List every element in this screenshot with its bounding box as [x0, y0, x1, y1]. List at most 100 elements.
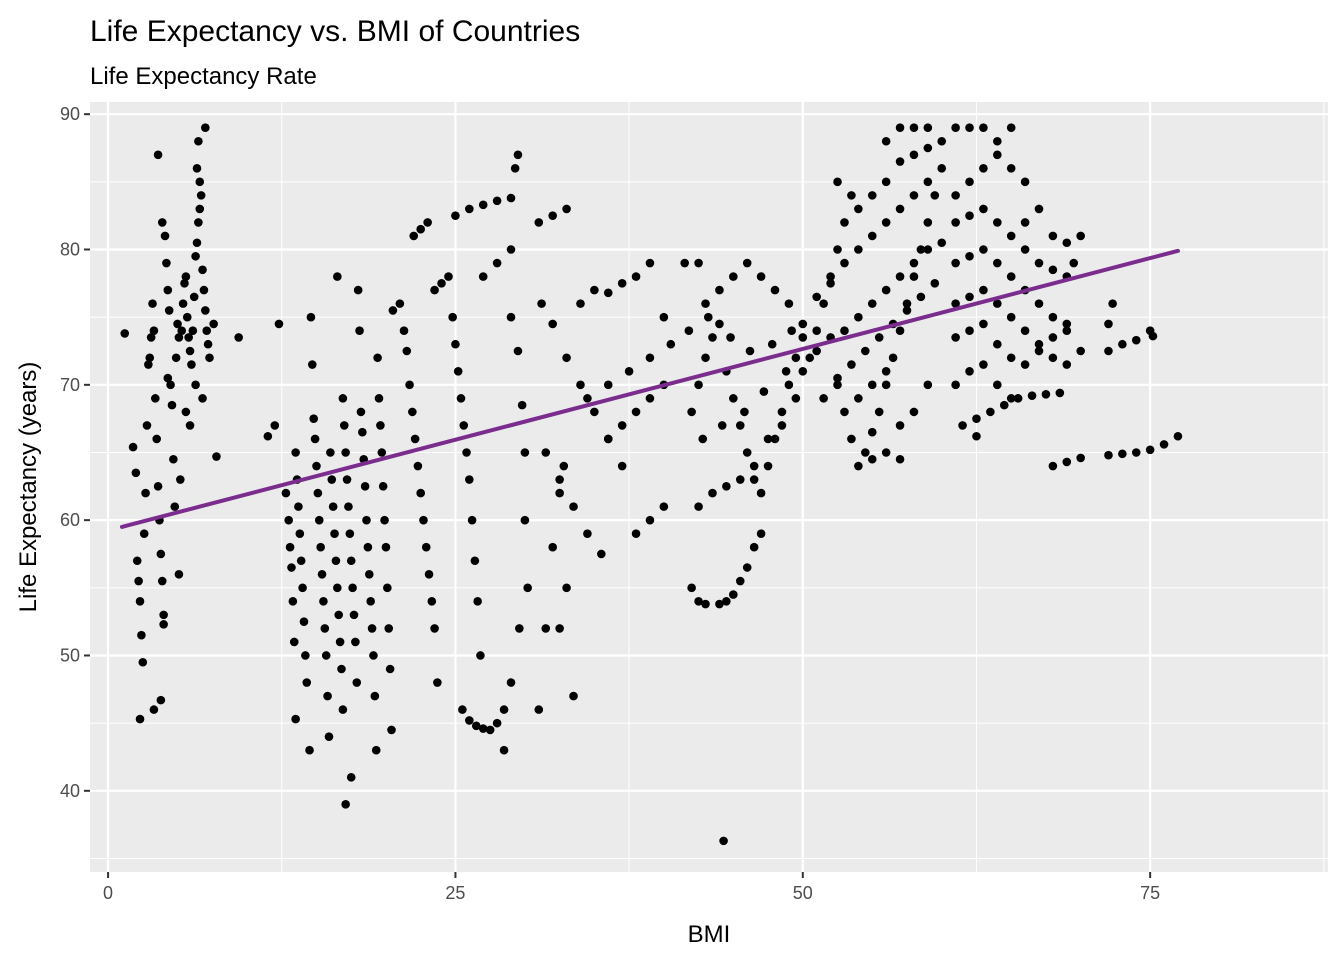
data-point: [798, 319, 808, 329]
data-point: [402, 346, 412, 356]
data-point: [812, 346, 821, 356]
data-point: [916, 292, 926, 302]
data-point: [320, 624, 330, 633]
data-point: [729, 590, 738, 599]
data-point: [294, 502, 303, 511]
data-point: [298, 583, 307, 593]
data-point: [923, 218, 933, 227]
data-point: [163, 373, 173, 383]
data-point: [1048, 333, 1058, 342]
data-point: [722, 597, 731, 606]
data-point: [631, 272, 641, 281]
data-point: [854, 312, 863, 322]
data-point: [195, 204, 205, 214]
data-point: [141, 488, 150, 498]
data-point: [715, 285, 724, 295]
data-point: [645, 258, 655, 268]
data-point: [517, 400, 527, 410]
data-point: [309, 414, 319, 423]
data-point: [171, 353, 181, 363]
data-point: [548, 319, 557, 329]
data-point: [151, 394, 160, 403]
data-point: [138, 657, 148, 667]
data-point: [729, 272, 738, 281]
data-point: [881, 448, 891, 457]
data-point: [749, 475, 759, 484]
data-point: [909, 123, 919, 133]
x-axis-title: BMI: [688, 921, 731, 948]
data-point: [881, 380, 891, 390]
data-point: [201, 123, 210, 133]
data-point: [1006, 353, 1016, 363]
data-point: [1118, 339, 1127, 349]
data-point: [1006, 164, 1016, 173]
data-point: [176, 475, 185, 484]
data-point: [465, 475, 474, 484]
data-point: [562, 204, 571, 214]
data-point: [937, 164, 947, 173]
data-point: [895, 123, 905, 133]
data-point: [631, 407, 641, 417]
data-point: [902, 299, 912, 308]
data-point: [385, 664, 395, 674]
y-axis-ticks: 40 50 60 70 80 90: [60, 104, 90, 801]
data-point: [413, 461, 423, 471]
data-point: [909, 272, 919, 281]
data-point: [951, 299, 960, 308]
data-point: [302, 678, 312, 687]
data-point: [854, 394, 863, 403]
data-point: [787, 326, 796, 335]
data-point: [993, 258, 1002, 268]
data-point: [603, 434, 613, 444]
data-point: [169, 454, 178, 464]
data-point: [1118, 449, 1127, 459]
data-point: [562, 353, 571, 363]
data-point: [562, 583, 571, 593]
data-point: [135, 714, 145, 724]
data-point: [867, 427, 877, 437]
data-point: [861, 448, 870, 457]
data-point: [777, 421, 787, 430]
data-point: [603, 288, 613, 298]
data-point: [189, 292, 199, 302]
data-point: [951, 258, 960, 268]
data-point: [965, 211, 974, 220]
data-point: [937, 136, 947, 146]
data-point: [895, 204, 905, 214]
data-point: [458, 705, 467, 714]
data-point: [1006, 394, 1016, 403]
data-point: [833, 177, 842, 187]
data-point: [520, 515, 530, 525]
data-point: [192, 238, 202, 248]
data-point: [979, 123, 988, 133]
data-point: [569, 502, 578, 511]
data-point: [763, 461, 773, 471]
data-point: [951, 333, 960, 342]
data-point: [698, 434, 708, 444]
data-point: [784, 299, 794, 308]
data-point: [499, 745, 509, 755]
data-point: [1034, 258, 1044, 268]
data-point: [694, 502, 703, 511]
chart-subtitle: Life Expectancy Rate: [90, 63, 317, 90]
data-point: [284, 515, 293, 525]
data-point: [476, 651, 485, 660]
data-point: [645, 515, 655, 525]
data-point: [312, 461, 321, 471]
data-point: [513, 150, 523, 160]
data-point: [958, 421, 967, 430]
data-point: [199, 285, 209, 295]
data-point: [895, 454, 905, 464]
data-point: [534, 218, 544, 227]
data-point: [867, 299, 877, 308]
data-point: [867, 231, 877, 241]
data-point: [346, 556, 356, 566]
data-point: [356, 407, 366, 417]
data-point: [742, 563, 752, 572]
data-point: [617, 461, 627, 471]
data-point: [735, 475, 745, 484]
data-point: [715, 319, 724, 329]
data-point: [291, 714, 300, 724]
data-point: [854, 204, 863, 214]
data-point: [395, 299, 405, 308]
